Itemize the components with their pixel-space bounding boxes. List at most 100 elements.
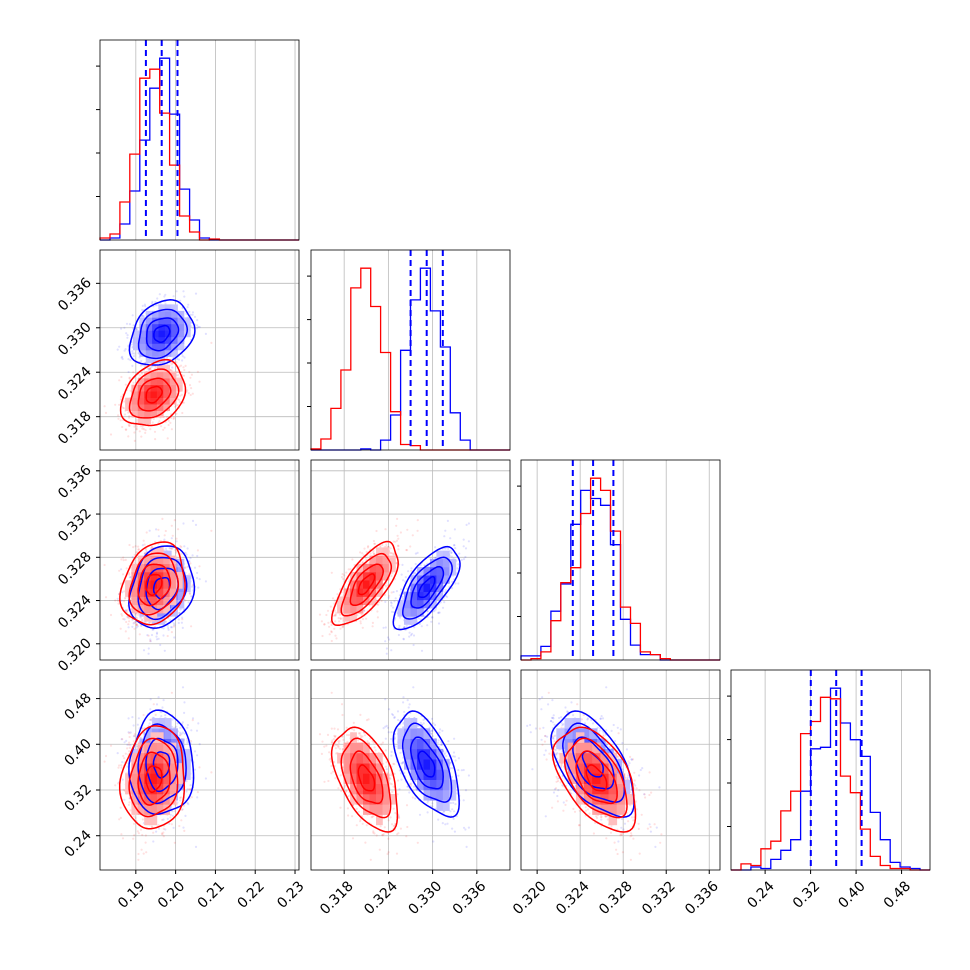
scatter-point-1-2-1-60 xyxy=(332,614,335,617)
scatter-point-0-2-1-504 xyxy=(410,634,413,637)
scatter-point-1-2-0-445 xyxy=(125,567,128,570)
scatter-point-0-1-0-590 xyxy=(151,300,154,303)
scatter-point-1-2-1-447 xyxy=(380,599,383,603)
scatter-point-0-3-0-269 xyxy=(136,745,139,748)
scatter-point-0-1-0-635 xyxy=(156,297,159,300)
scatter-point-0-2-1-334 xyxy=(447,547,450,551)
scatter-point-1-2-1-590 xyxy=(395,524,398,527)
scatter-point-0-3-0-39 xyxy=(143,731,146,734)
scatter-point-1-2-1-414 xyxy=(373,552,376,556)
scatter-point-0-2-1-150 xyxy=(458,552,461,555)
scatter-point-0-2-1-648 xyxy=(386,636,390,639)
scatter-point-1-2-1-281 xyxy=(359,622,362,625)
scatter-point-1-1-0-26 xyxy=(178,365,181,368)
scatter-point-0-2-1-259 xyxy=(418,622,421,626)
scatter-point-0-2-0-373 xyxy=(190,585,194,588)
scatter-point-0-3-0-411 xyxy=(160,710,163,714)
scatter-point-0-2-1-333 xyxy=(443,535,446,538)
scatter-point-0-2-1-590 xyxy=(457,563,460,566)
scatter-point-0-3-0-291 xyxy=(150,718,153,722)
scatter-point-1-1-0-55 xyxy=(149,428,152,431)
scatter-point-0-1-0-365 xyxy=(165,356,169,359)
panel-bg-2-1 xyxy=(311,460,510,660)
scatter-point-1-1-0-427 xyxy=(170,416,173,420)
scatter-point-0-1-0-218 xyxy=(140,359,143,363)
scatter-point-1-2-1-527 xyxy=(390,574,393,578)
scatter-point-1-2-1-55 xyxy=(330,639,333,643)
scatter-point-0-2-1-663 xyxy=(454,547,457,550)
scatter-point-1-2-0-204 xyxy=(151,545,154,548)
scatter-point-0-3-0-553 xyxy=(143,733,146,736)
scatter-point-1-2-0-685 xyxy=(145,549,148,552)
scatter-point-1-2-1-78 xyxy=(339,617,342,620)
scatter-point-0-2-0-390 xyxy=(186,565,189,568)
scatter-point-1-1-0-102 xyxy=(127,435,130,438)
scatter-point-1-2-0-435 xyxy=(128,620,131,623)
scatter-point-1-1-0-526 xyxy=(117,414,120,417)
scatter-point-0-2-0-127 xyxy=(198,578,201,581)
scatter-point-0-3-0-167 xyxy=(148,718,151,722)
scatter-point-0-2-0-266 xyxy=(131,556,134,559)
scatter-point-0-2-1-299 xyxy=(401,563,404,567)
scatter-point-1-2-1-266 xyxy=(330,571,333,574)
scatter-point-0-2-0-394 xyxy=(175,540,178,543)
scatter-point-0-3-0-482 xyxy=(197,722,200,725)
scatter-point-0-3-0-111 xyxy=(176,722,179,725)
scatter-point-0-2-1-668 xyxy=(464,555,467,559)
scatter-point-0-2-1-220 xyxy=(450,551,453,554)
scatter-point-1-2-1-358 xyxy=(399,531,402,534)
scatter-point-1-1-0-112 xyxy=(123,407,126,410)
scatter-point-0-2-0-403 xyxy=(180,621,183,624)
scatter-point-1-1-0-274 xyxy=(128,416,131,419)
scatter-point-0-3-0-96 xyxy=(186,801,189,805)
scatter-point-1-2-0-375 xyxy=(142,539,145,542)
scatter-point-0-3-0-347 xyxy=(189,784,192,787)
scatter-point-1-2-1-370 xyxy=(360,613,363,616)
scatter-point-1-1-0-173 xyxy=(128,376,131,379)
scatter-point-0-1-0-680 xyxy=(187,303,190,306)
scatter-point-1-1-0-457 xyxy=(210,341,213,344)
panel-bg-2-0 xyxy=(100,460,299,660)
scatter-point-0-3-0-323 xyxy=(157,696,160,699)
scatter-point-0-2-1-376 xyxy=(434,608,437,611)
scatter-point-1-1-0-157 xyxy=(165,415,168,419)
scatter-point-0-3-0-317 xyxy=(120,738,123,741)
scatter-point-1-2-0-677 xyxy=(164,620,167,623)
scatter-point-0-2-1-129 xyxy=(467,522,470,525)
scatter-point-0-2-1-616 xyxy=(390,601,393,604)
scatter-point-1-2-1-248 xyxy=(318,613,322,616)
scatter-point-0-2-0-577 xyxy=(168,547,171,550)
scatter-point-0-2-0-506 xyxy=(141,544,144,547)
scatter-point-1-2-1-638 xyxy=(406,528,409,531)
scatter-point-1-2-0-682 xyxy=(180,546,183,549)
scatter-point-1-2-1-102 xyxy=(323,623,326,626)
scatter-point-0-2-0-490 xyxy=(116,597,119,600)
scatter-point-1-1-0-404 xyxy=(167,419,170,422)
scatter-point-0-2-1-81 xyxy=(449,549,452,553)
scatter-point-0-2-1-283 xyxy=(387,596,390,599)
scatter-point-0-2-1-629 xyxy=(394,597,397,600)
scatter-point-0-2-0-172 xyxy=(167,628,170,631)
scatter-point-1-2-1-655 xyxy=(388,594,391,598)
scatter-point-0-3-0-605 xyxy=(162,818,165,821)
scatter-point-1-1-0-63 xyxy=(176,403,179,407)
scatter-point-1-2-1-605 xyxy=(334,614,337,617)
scatter-point-0-3-0-560 xyxy=(132,735,136,738)
scatter-point-1-2-1-541 xyxy=(375,529,378,533)
scatter-point-0-2-0-576 xyxy=(134,620,137,623)
scatter-point-1-2-0-319 xyxy=(147,634,150,637)
scatter-point-1-2-0-417 xyxy=(133,621,136,624)
scatter-point-1-1-0-170 xyxy=(180,393,183,396)
scatter-point-0-2-0-129 xyxy=(182,522,185,525)
scatter-point-1-2-0-87 xyxy=(184,599,187,602)
scatter-point-0-2-0-405 xyxy=(155,638,159,641)
scatter-point-1-2-1-646 xyxy=(392,552,395,555)
scatter-point-1-2-0-65 xyxy=(198,565,201,568)
scatter-point-1-1-0-426 xyxy=(169,369,172,372)
scatter-point-1-1-0-343 xyxy=(196,370,199,373)
scatter-point-1-2-1-206 xyxy=(330,623,333,627)
scatter-point-0-2-0-683 xyxy=(169,626,173,629)
scatter-point-1-2-0-465 xyxy=(174,549,177,552)
scatter-point-0-2-1-437 xyxy=(398,616,402,619)
scatter-point-0-1-0-283 xyxy=(127,370,130,374)
